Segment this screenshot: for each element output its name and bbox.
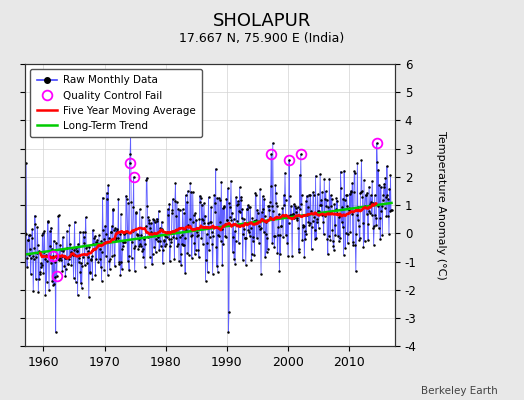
- Legend: Raw Monthly Data, Quality Control Fail, Five Year Moving Average, Long-Term Tren: Raw Monthly Data, Quality Control Fail, …: [30, 69, 202, 137]
- Text: Berkeley Earth: Berkeley Earth: [421, 386, 498, 396]
- Text: 17.667 N, 75.900 E (India): 17.667 N, 75.900 E (India): [179, 32, 345, 45]
- Y-axis label: Temperature Anomaly (°C): Temperature Anomaly (°C): [436, 131, 446, 280]
- Text: SHOLAPUR: SHOLAPUR: [213, 12, 311, 30]
